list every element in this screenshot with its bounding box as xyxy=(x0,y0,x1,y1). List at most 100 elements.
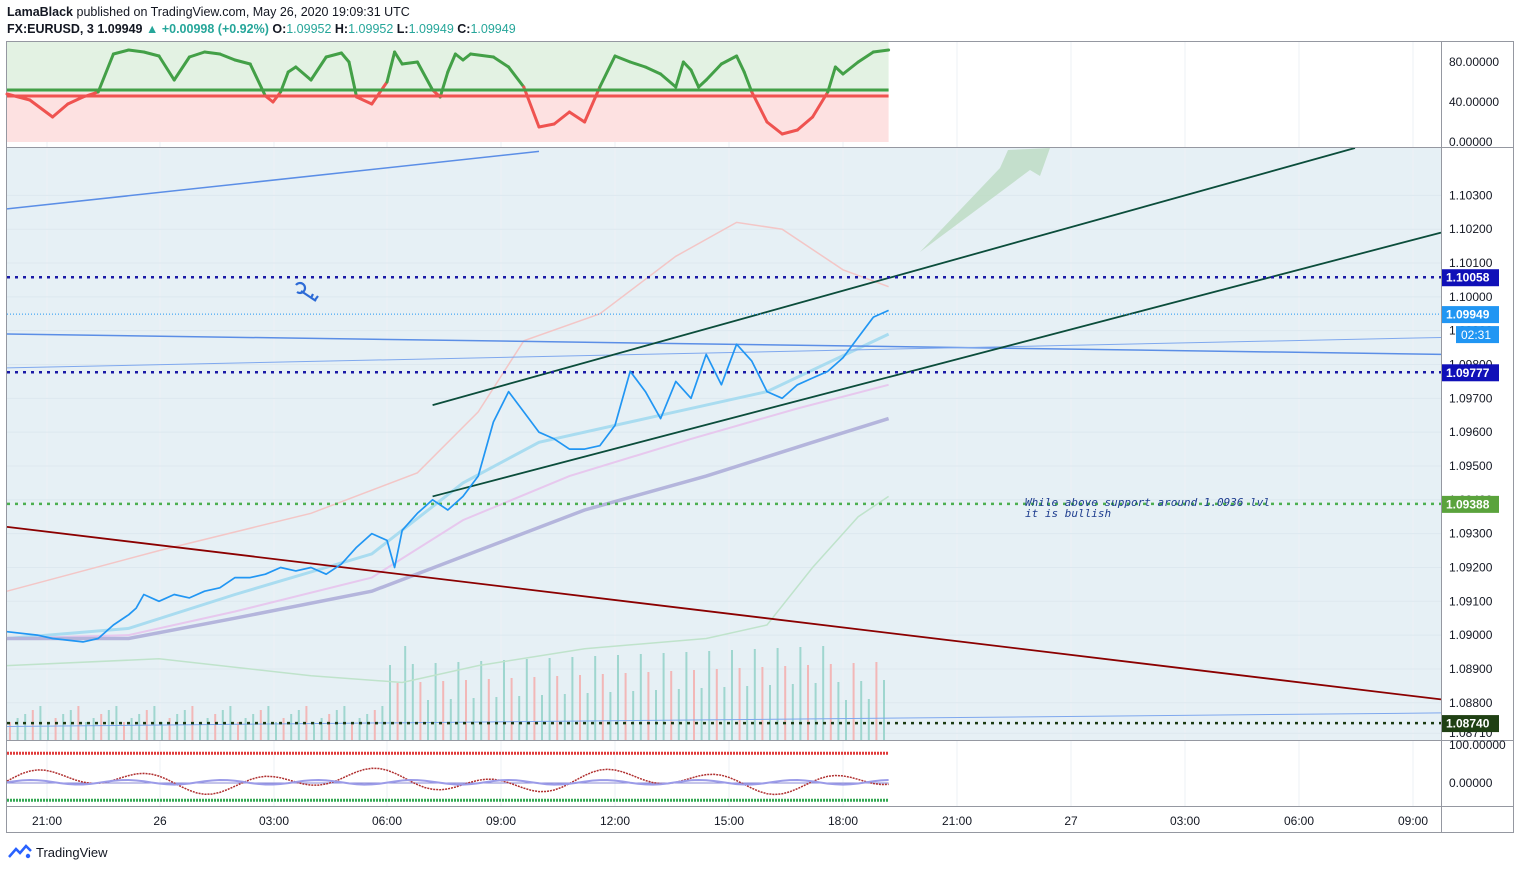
volume-bar xyxy=(601,674,604,740)
volume-bar xyxy=(677,689,680,740)
volume-bar xyxy=(837,682,840,740)
high-value: 1.09952 xyxy=(348,22,394,36)
price-change: ▲ +0.00998 (+0.92%) xyxy=(145,22,269,36)
rsi-segment xyxy=(28,98,55,119)
price-level-label: 1.09949 xyxy=(1446,308,1490,322)
volume-bar xyxy=(791,684,794,740)
rsi-segment xyxy=(461,52,473,62)
rsi-segment xyxy=(111,48,131,56)
volume-bar xyxy=(563,694,566,740)
volume-bar xyxy=(199,722,201,740)
rsi-segment xyxy=(355,95,374,106)
volume-bar xyxy=(556,676,559,740)
rsi-segment xyxy=(674,60,685,89)
rsi-lower-zone xyxy=(7,92,889,142)
volume-bar xyxy=(24,714,27,740)
volume-bar xyxy=(358,718,361,740)
x-tick-label: 26 xyxy=(153,814,167,828)
volume-bar xyxy=(548,658,551,740)
price-level-tag xyxy=(1442,715,1499,733)
volume-bar xyxy=(731,650,733,740)
volume-bar xyxy=(883,680,885,740)
rsi-segment xyxy=(446,52,457,74)
volume-bar xyxy=(860,681,863,740)
volume-bar xyxy=(746,686,749,740)
volume-bar xyxy=(761,667,764,740)
moving-average-fast xyxy=(6,332,890,640)
rsi-y-tick-label: 0.00000 xyxy=(1449,135,1493,149)
rsi-segment xyxy=(218,52,237,62)
volume-bar xyxy=(693,670,695,740)
x-tick-label: 06:00 xyxy=(1284,814,1314,828)
volume-bar xyxy=(275,722,277,740)
volume-bar xyxy=(776,648,779,740)
price-level-tag xyxy=(1442,364,1499,382)
symbol-label[interactable]: FX:EURUSD, 3 xyxy=(7,22,94,36)
rsi-segment xyxy=(233,58,252,66)
volume-bar xyxy=(647,672,650,740)
rsi-segment xyxy=(453,52,465,62)
volume-bar xyxy=(814,683,817,740)
volume-bar xyxy=(130,718,133,740)
volume-bar xyxy=(571,657,574,740)
x-tick-label: 15:00 xyxy=(714,814,744,828)
volume-bar xyxy=(54,718,57,740)
volume-bar xyxy=(62,714,65,740)
volume-bar xyxy=(541,695,543,740)
rsi-segment xyxy=(286,65,298,74)
rsi-segment xyxy=(142,50,161,58)
volume-bar xyxy=(305,706,308,740)
volume-bar xyxy=(533,677,536,740)
x-tick-label: 06:00 xyxy=(372,814,402,828)
rsi-segment xyxy=(385,50,397,84)
tradingview-logo-icon xyxy=(8,844,32,859)
volume-bar xyxy=(807,665,809,740)
volume-bar xyxy=(442,681,445,740)
rsi-segment xyxy=(689,68,701,89)
osc-signal-line xyxy=(6,778,889,786)
rsi-segment xyxy=(659,72,678,89)
rsi-segment xyxy=(583,85,602,124)
rsi-segment xyxy=(339,51,351,64)
bollinger-upper xyxy=(6,221,889,592)
volume-bar xyxy=(875,662,878,740)
volume-bar xyxy=(366,714,369,740)
price-line xyxy=(6,309,889,643)
x-tick-label: 03:00 xyxy=(259,814,289,828)
volume-bar xyxy=(487,679,490,740)
volume-bar xyxy=(700,688,703,740)
rsi-segment xyxy=(491,55,511,69)
rsi-segment xyxy=(643,65,663,76)
rsi-segment xyxy=(765,120,784,136)
rsi-segment xyxy=(187,50,207,59)
tradingview-footer[interactable]: TradingView xyxy=(8,844,108,860)
volume-bar xyxy=(449,699,452,740)
bottom-trendline xyxy=(6,712,1442,727)
volume-bar xyxy=(297,710,300,740)
rsi-segment xyxy=(598,54,617,89)
volume-bar xyxy=(624,673,627,740)
rsi-segment xyxy=(780,128,799,136)
price-level-tag xyxy=(1442,269,1499,287)
volume-bar xyxy=(655,690,657,740)
author-name[interactable]: LamaBlack xyxy=(7,5,74,19)
rsi-segment xyxy=(795,115,815,132)
volume-bar xyxy=(9,722,11,740)
volume-bar xyxy=(829,664,832,740)
rsi-segment xyxy=(294,65,313,82)
rsi-segment xyxy=(324,51,343,59)
rsi-segment xyxy=(157,54,176,82)
volume-bar xyxy=(237,722,239,740)
red-descending-trendline xyxy=(6,525,1442,701)
osc-line xyxy=(6,767,889,796)
rsi-segment xyxy=(400,60,419,66)
volume-bar xyxy=(389,665,391,740)
price-level-tag xyxy=(1442,306,1499,324)
key-icon xyxy=(295,281,319,302)
rsi-segment xyxy=(856,50,875,64)
rsi-segment xyxy=(393,50,404,66)
rsi-segment xyxy=(309,55,328,82)
x-tick-label: 09:00 xyxy=(1398,814,1428,828)
volume-bar xyxy=(107,710,110,740)
